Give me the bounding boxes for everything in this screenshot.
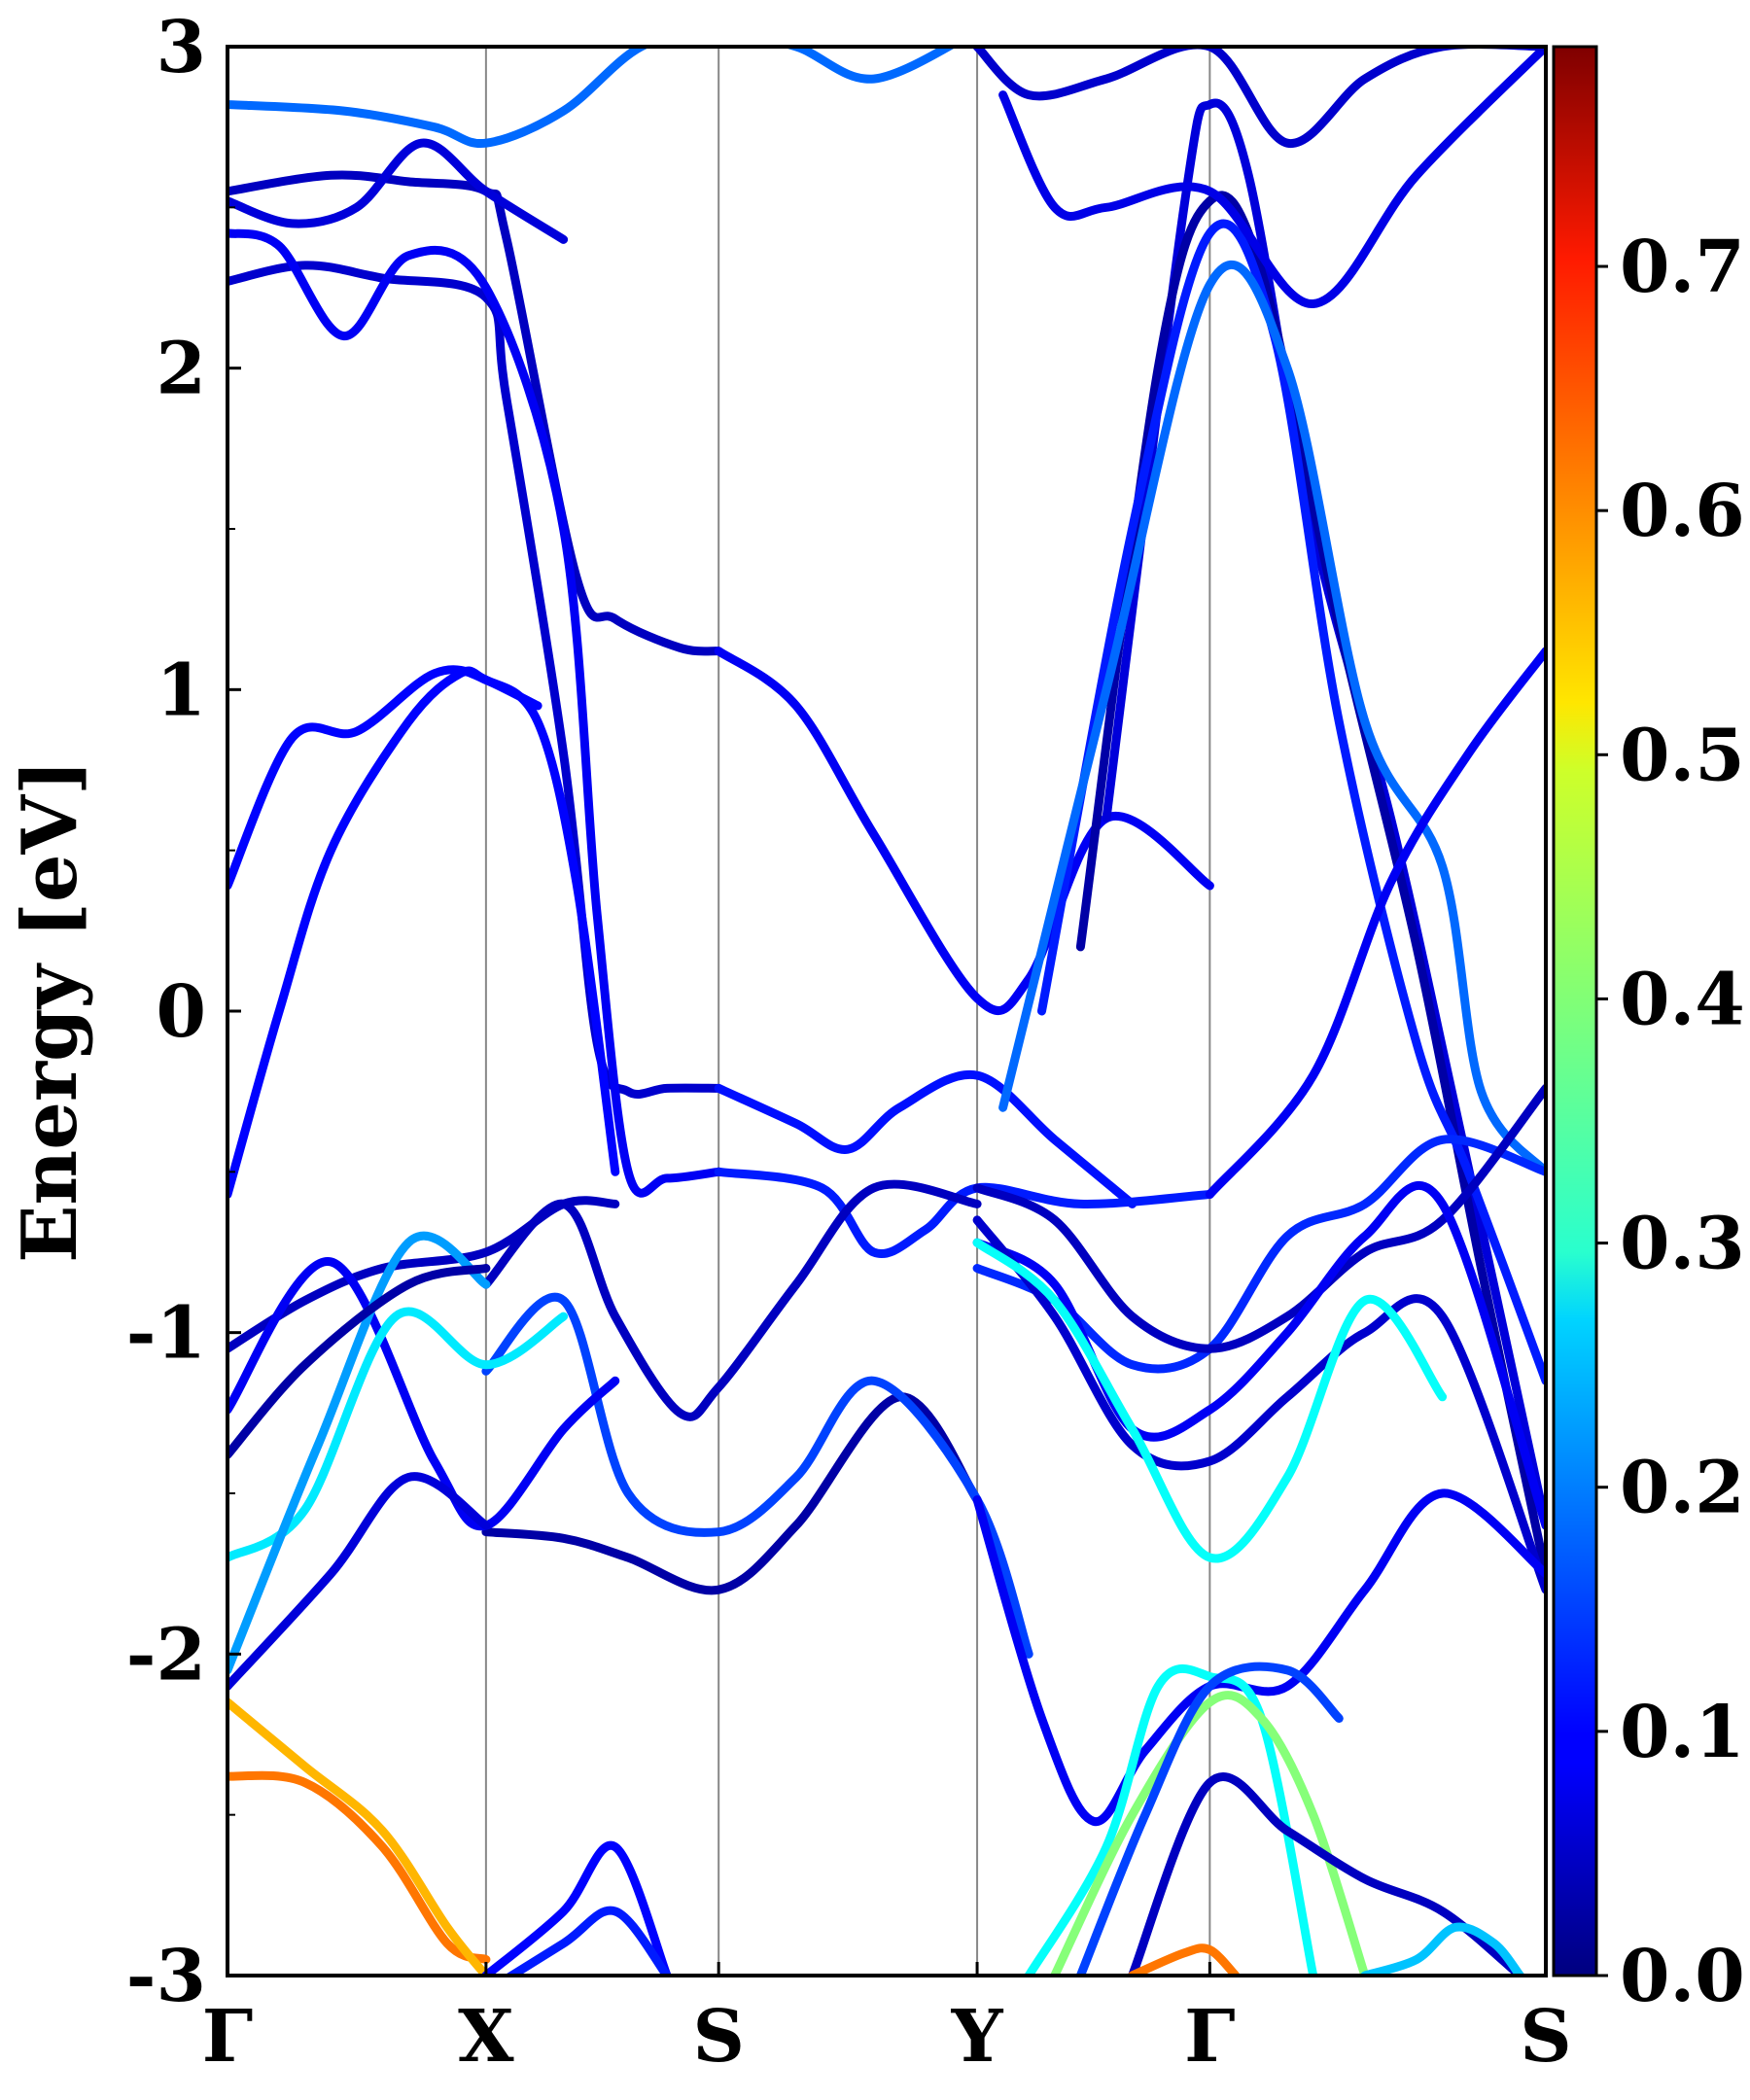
y-tick-label: 2 bbox=[157, 328, 207, 411]
plot-frame bbox=[226, 45, 1548, 1978]
band-line-band-i bbox=[714, 1069, 1138, 1208]
colorbar-tick-label: 0.1 bbox=[1620, 1691, 1745, 1774]
y-tick-label: 3 bbox=[157, 6, 207, 89]
y-tick-label: -2 bbox=[126, 1613, 206, 1697]
band-line-band-aj bbox=[972, 1488, 1546, 1826]
kpoint-label: Γ bbox=[1184, 1995, 1236, 2079]
band-line-band-af bbox=[972, 1083, 1546, 1353]
band-line-band-h bbox=[714, 647, 1214, 1015]
band-line-band-e bbox=[228, 138, 569, 244]
band-lines bbox=[228, 47, 1546, 1976]
colorbar-tick-label: 0.2 bbox=[1620, 1447, 1745, 1530]
colorbar-gradient bbox=[1552, 45, 1598, 1978]
colorbar-tick-label: 0.4 bbox=[1620, 958, 1745, 1041]
band-line-band-v bbox=[481, 1840, 672, 1976]
kpoint-label: Y bbox=[951, 1995, 1004, 2079]
kpoint-label: S bbox=[692, 1995, 744, 2079]
band-line-band-y bbox=[1075, 191, 1546, 1579]
kpoint-label: X bbox=[458, 1995, 514, 2079]
band-line-band-c bbox=[228, 261, 723, 1099]
band-line-band-m bbox=[481, 1292, 1033, 1659]
band-line-band-t bbox=[228, 1770, 491, 1964]
colorbar-tick-label: 0.6 bbox=[1620, 470, 1745, 553]
band-line-band-s bbox=[228, 1264, 491, 1459]
colorbar-tick-label: 0.0 bbox=[1620, 1935, 1745, 2018]
band-line-band-p bbox=[228, 1307, 569, 1562]
colorbar-tick-label: 0.3 bbox=[1620, 1203, 1745, 1286]
kpoint-label: Γ bbox=[202, 1995, 254, 2079]
y-tick-label: 0 bbox=[157, 970, 207, 1054]
band-line-band-g bbox=[228, 666, 542, 1199]
band-line-band-k bbox=[481, 1392, 982, 1595]
y-tick-label: -1 bbox=[126, 1292, 206, 1376]
band-line-band-ap bbox=[1128, 1943, 1241, 1976]
y-axis-title: Energy [eV] bbox=[6, 759, 94, 1263]
colorbar-tick-label: 0.5 bbox=[1620, 714, 1745, 797]
band-line-band-q bbox=[228, 1231, 491, 1675]
y-axis: -3 -2 -1 0 1 2 3 bbox=[126, 6, 241, 2018]
y-tick-label: -3 bbox=[126, 1935, 206, 2018]
band-line-band-an bbox=[1360, 1922, 1524, 1976]
band-line-band-b bbox=[228, 170, 723, 656]
band-line-band-ab bbox=[1205, 647, 1546, 1199]
colorbar-tick-label: 0.7 bbox=[1620, 226, 1745, 309]
band-line-band-r bbox=[228, 1472, 491, 1691]
band-line-band-z bbox=[1037, 219, 1546, 1385]
band-line-band-j bbox=[714, 1167, 1214, 1258]
kpoint-label: S bbox=[1520, 1995, 1571, 2079]
band-line-band-a bbox=[228, 47, 958, 149]
band-line-band-aa bbox=[998, 260, 1546, 1176]
band-line-band-d bbox=[228, 228, 723, 1198]
band-line-band-n bbox=[228, 1196, 620, 1353]
band-line-band-ac bbox=[998, 47, 1546, 308]
band-line-band-am bbox=[1128, 1772, 1524, 1976]
band-line-band-ak bbox=[1024, 1663, 1318, 1976]
band-line-band-w bbox=[503, 1906, 672, 1976]
band-line-band-f bbox=[228, 665, 620, 1176]
band-line-band-o bbox=[228, 1257, 620, 1531]
kpoint-gridlines bbox=[484, 47, 1211, 1976]
band-line-band-ao bbox=[1075, 1662, 1344, 1976]
y-tick-label: 1 bbox=[157, 648, 207, 732]
band-line-band-ai bbox=[972, 1238, 1448, 1563]
colorbar: 0.0 0.1 0.2 0.3 0.4 0.5 0.6 0.7 bbox=[1552, 45, 1745, 2018]
band-line-band-ah bbox=[972, 1215, 1546, 1594]
band-line-band-u bbox=[228, 1698, 491, 1976]
